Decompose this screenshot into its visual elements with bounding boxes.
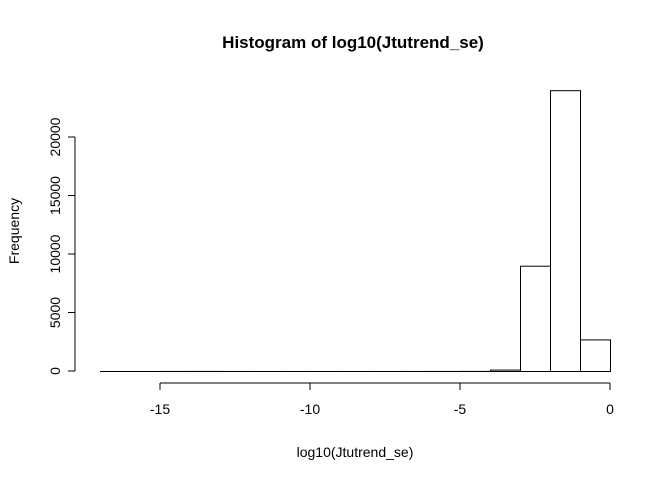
y-tick-label: 10000 xyxy=(47,234,63,273)
bars-layer xyxy=(100,90,611,373)
y-axis-label: Frequency xyxy=(6,198,22,264)
x-axis-label: log10(Jtutrend_se) xyxy=(297,444,414,460)
x-tick-label: -10 xyxy=(300,401,320,417)
histogram-bar xyxy=(490,369,521,373)
y-tick-label: 20000 xyxy=(47,117,63,156)
histogram-bar xyxy=(550,90,581,372)
histogram-bar xyxy=(520,265,551,373)
chart-title: Histogram of log10(Jtutrend_se) xyxy=(222,33,484,52)
y-axis: 0 5000 10000 15000 20000 xyxy=(47,117,76,375)
x-tick-label: 0 xyxy=(606,401,614,417)
x-axis: -15 -10 -5 0 xyxy=(150,382,614,417)
x-tick-label: -5 xyxy=(454,401,467,417)
x-tick-label: -15 xyxy=(150,401,170,417)
y-tick-label: 15000 xyxy=(47,176,63,215)
y-tick-label: 5000 xyxy=(47,297,63,328)
y-tick-label: 0 xyxy=(47,367,63,375)
histogram-bar xyxy=(580,339,611,373)
